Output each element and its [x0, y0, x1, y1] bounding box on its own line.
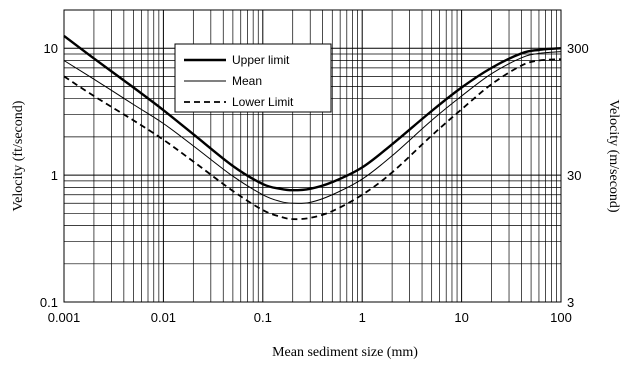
y-tick-label: 10 — [44, 41, 58, 56]
legend-box — [174, 43, 332, 113]
plot-area-frame — [63, 9, 562, 303]
x-tick-label: 0.001 — [48, 310, 81, 325]
y-axis-label: Velocity (ft/second) — [11, 100, 26, 211]
legend-label-lower-limit: Lower Limit — [232, 95, 294, 109]
y2-tick-label: 300 — [567, 41, 589, 56]
series-line-upper-limit — [63, 34, 562, 192]
x-tick-label: 10 — [454, 310, 468, 325]
series-line-mean — [63, 51, 562, 204]
x-tick-label: 0.01 — [151, 310, 176, 325]
y2-tick-label: 3 — [567, 295, 574, 310]
series-lines — [63, 34, 562, 221]
x-axis-label: Mean sediment size (mm) — [272, 345, 418, 360]
y-tick-label: 0.1 — [40, 295, 58, 310]
x-tick-label: 0.1 — [254, 310, 272, 325]
legend-label-mean: Mean — [232, 74, 262, 88]
y-tick-label: 1 — [51, 168, 58, 183]
y2-axis-label: Velocity (m/second) — [606, 99, 621, 212]
x-tick-label: 1 — [359, 310, 366, 325]
x-tick-label: 100 — [550, 310, 572, 325]
tick-labels: 0.001 0.01 0.1 1 10 100 0.1 1 10 3 30 300 — [40, 41, 589, 325]
legend: Upper limit Mean Lower Limit — [174, 43, 332, 113]
legend-label-upper-limit: Upper limit — [232, 53, 290, 67]
y2-tick-label: 30 — [567, 168, 581, 183]
